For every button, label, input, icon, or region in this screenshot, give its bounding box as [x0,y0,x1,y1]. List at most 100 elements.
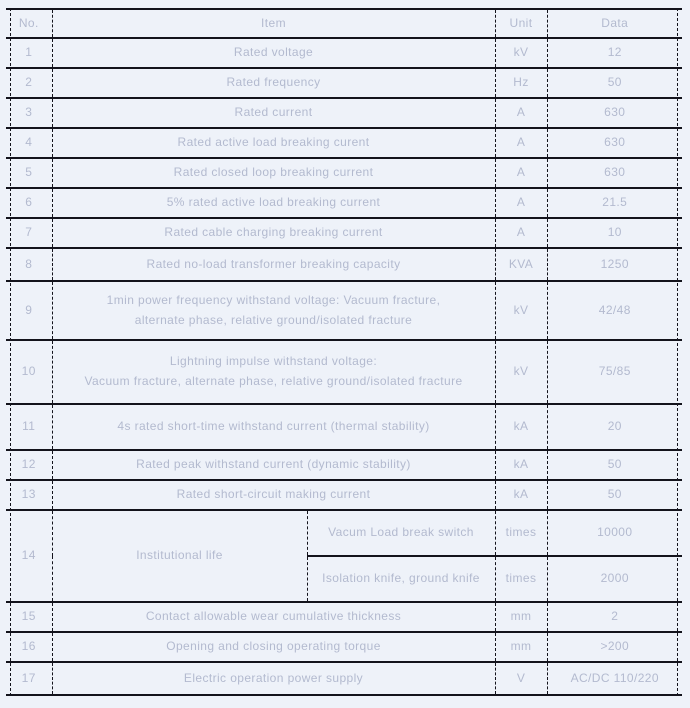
cell-no: 6 [6,187,53,219]
spec-table-body: 1 Rated voltage kV 12 2 Rated frequency Hz 50 3 R… [6,37,683,696]
cell-data: 42/48 [546,280,683,341]
spec-table-wrap: No. Item Unit Data 1 Rated voltage kV 12 2 Ra… [6,8,683,696]
cell-item: 1min power frequency withstand voltage: … [51,280,496,341]
cell-no: 16 [6,631,53,663]
header-unit: Unit [494,8,548,39]
cell-item: Institutional life [51,509,308,603]
table-row: 4 Rated active load breaking curent A 630 [6,127,683,159]
cell-item: Lightning impulse withstand voltage: Vac… [51,339,496,405]
cell-item: Rated voltage [51,37,496,69]
cell-item: Contact allowable wear cumulative thickn… [51,601,496,633]
cell-unit: times [494,509,548,557]
cell-unit: kA [494,479,548,511]
table-row: 7 Rated cable charging breaking current A 1… [6,217,683,249]
cell-no: 3 [6,97,53,129]
cell-unit: mm [494,601,548,633]
cell-item: Rated closed loop breaking current [51,157,496,189]
cell-no: 13 [6,479,53,511]
cell-no: 12 [6,449,53,481]
cell-data: 630 [546,97,683,129]
header-item: Item [51,8,496,39]
cell-data: >200 [546,631,683,663]
cell-no: 8 [6,247,53,282]
cell-no: 7 [6,217,53,249]
cell-item: Electric operation power supply [51,661,496,696]
cell-unit: V [494,661,548,696]
cell-item: 4s rated short-time withstand current (t… [51,403,496,451]
cell-unit: A [494,187,548,219]
table-row: 16 Opening and closing operating torque mm… [6,631,683,663]
cell-unit: kA [494,403,548,451]
header-data: Data [546,8,683,39]
table-row: 5 Rated closed loop breaking current A 630 [6,157,683,189]
cell-data: AC/DC 110/220 [546,661,683,696]
cell-item: Rated short-circuit making current [51,479,496,511]
table-row: 10 Lightning impulse withstand voltage: V… [6,339,683,405]
cell-item: Rated frequency [51,67,496,99]
cell-data: 50 [546,67,683,99]
table-row: 11 4s rated short-time withstand current … [6,403,683,451]
table-subrow: Isolation knife, ground knife times 2000 [6,555,683,603]
cell-unit: kV [494,339,548,405]
cell-subitem: Isolation knife, ground knife [306,555,496,603]
cell-unit: A [494,157,548,189]
cell-unit: kV [494,37,548,69]
cell-data: 1250 [546,247,683,282]
cell-unit: mm [494,631,548,663]
cell-item: Opening and closing operating torque [51,631,496,663]
cell-data: 2000 [546,555,683,603]
table-row: 9 1min power frequency withstand voltage:… [6,280,683,341]
cell-data: 2 [546,601,683,633]
table-row: 13 Rated short-circuit making current kA 50 [6,479,683,511]
table-row: 15 Contact allowable wear cumulative thic… [6,601,683,633]
cell-unit: A [494,217,548,249]
cell-item: Rated no-load transformer breaking capac… [51,247,496,282]
cell-data: 10000 [546,509,683,557]
cell-no: 1 [6,37,53,69]
table-subrow: 14 Institutional life Vacum Load break swi… [6,509,683,603]
cell-unit: KVA [494,247,548,282]
cell-data: 50 [546,479,683,511]
cell-item: 5% rated active load breaking current [51,187,496,219]
cell-no: 4 [6,127,53,159]
spec-table-header: No. Item Unit Data [6,8,683,39]
header-no: No. [6,8,53,39]
cell-data: 75/85 [546,339,683,405]
cell-data: 630 [546,127,683,159]
table-row: 6 5% rated active load breaking current A 2… [6,187,683,219]
cell-no: 15 [6,601,53,633]
cell-no: 17 [6,661,53,696]
table-row: 1 Rated voltage kV 12 [6,37,683,69]
cell-unit: A [494,127,548,159]
cell-no: 10 [6,339,53,405]
cell-unit: times [494,555,548,603]
table-row: 3 Rated current A 630 [6,97,683,129]
cell-data: 12 [546,37,683,69]
cell-item: Rated peak withstand current (dynamic st… [51,449,496,481]
cell-item: Rated active load breaking curent [51,127,496,159]
cell-unit: Hz [494,67,548,99]
header-row: No. Item Unit Data [6,8,683,39]
cell-data: 50 [546,449,683,481]
cell-data: 630 [546,157,683,189]
table-outer-border-right [677,8,678,696]
cell-unit: A [494,97,548,129]
cell-no: 2 [6,67,53,99]
cell-item: Rated current [51,97,496,129]
table-row: 8 Rated no-load transformer breaking capa… [6,247,683,282]
spec-table: No. Item Unit Data 1 Rated voltage kV 12 2 Ra… [6,8,683,696]
cell-data: 20 [546,403,683,451]
cell-no: 5 [6,157,53,189]
cell-data: 10 [546,217,683,249]
cell-no: 9 [6,280,53,341]
cell-item: Rated cable charging breaking current [51,217,496,249]
cell-data: 21.5 [546,187,683,219]
cell-unit: kA [494,449,548,481]
cell-no: 11 [6,403,53,451]
table-row: 12 Rated peak withstand current (dynamic … [6,449,683,481]
cell-subitem: Vacum Load break switch [306,509,496,557]
table-row: 2 Rated frequency Hz 50 [6,67,683,99]
table-outer-border-left [10,8,11,696]
table-row: 17 Electric operation power supply V AC/DC … [6,661,683,696]
cell-no: 14 [6,509,53,603]
